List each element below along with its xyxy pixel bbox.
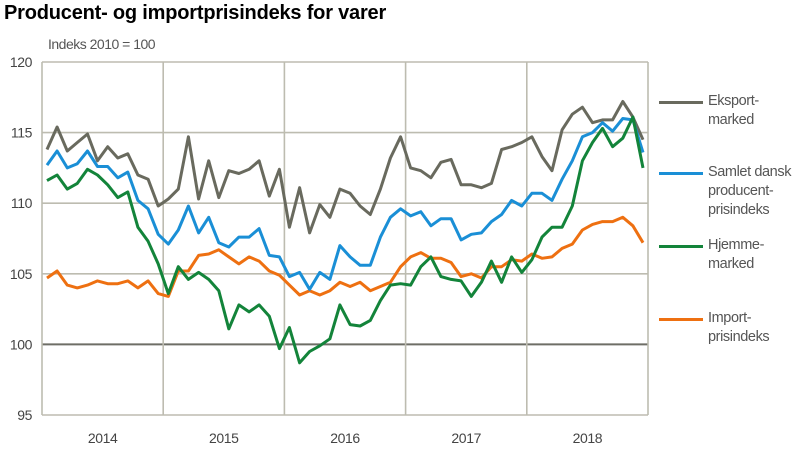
x-tick-label: 2015: [209, 430, 239, 446]
legend-swatch: [659, 172, 703, 175]
y-axis-label: Indeks 2010 = 100: [48, 36, 156, 52]
legend-label: Eksport- marked: [708, 93, 759, 128]
x-tick-label: 2016: [330, 430, 360, 446]
series-line-1: [45, 117, 645, 291]
y-tick-label: 110: [11, 195, 33, 211]
y-tick-label: 95: [17, 407, 32, 423]
y-tick-label: 115: [11, 125, 33, 141]
y-tick-label: 105: [10, 266, 33, 282]
chart-title: Producent- og importprisindeks for varer: [4, 2, 387, 24]
legend-label: Import- prisindeks: [708, 310, 770, 345]
legend-label: Hjemme- marked: [708, 237, 765, 272]
series-line-2: [46, 115, 645, 365]
x-tick-label: 2017: [451, 430, 481, 446]
x-tick-label: 2018: [573, 430, 603, 446]
y-tick-label: 120: [10, 54, 33, 70]
series-line-3: [46, 215, 645, 298]
y-tick-label: 100: [10, 336, 33, 352]
x-tick-label: 2014: [88, 430, 118, 446]
legend-swatch: [659, 101, 703, 104]
series-line-0: [45, 100, 645, 235]
legend-label: Samlet dansk producent- prisindeks: [708, 164, 792, 218]
legend-swatch: [659, 318, 703, 321]
legend-swatch: [659, 245, 703, 248]
